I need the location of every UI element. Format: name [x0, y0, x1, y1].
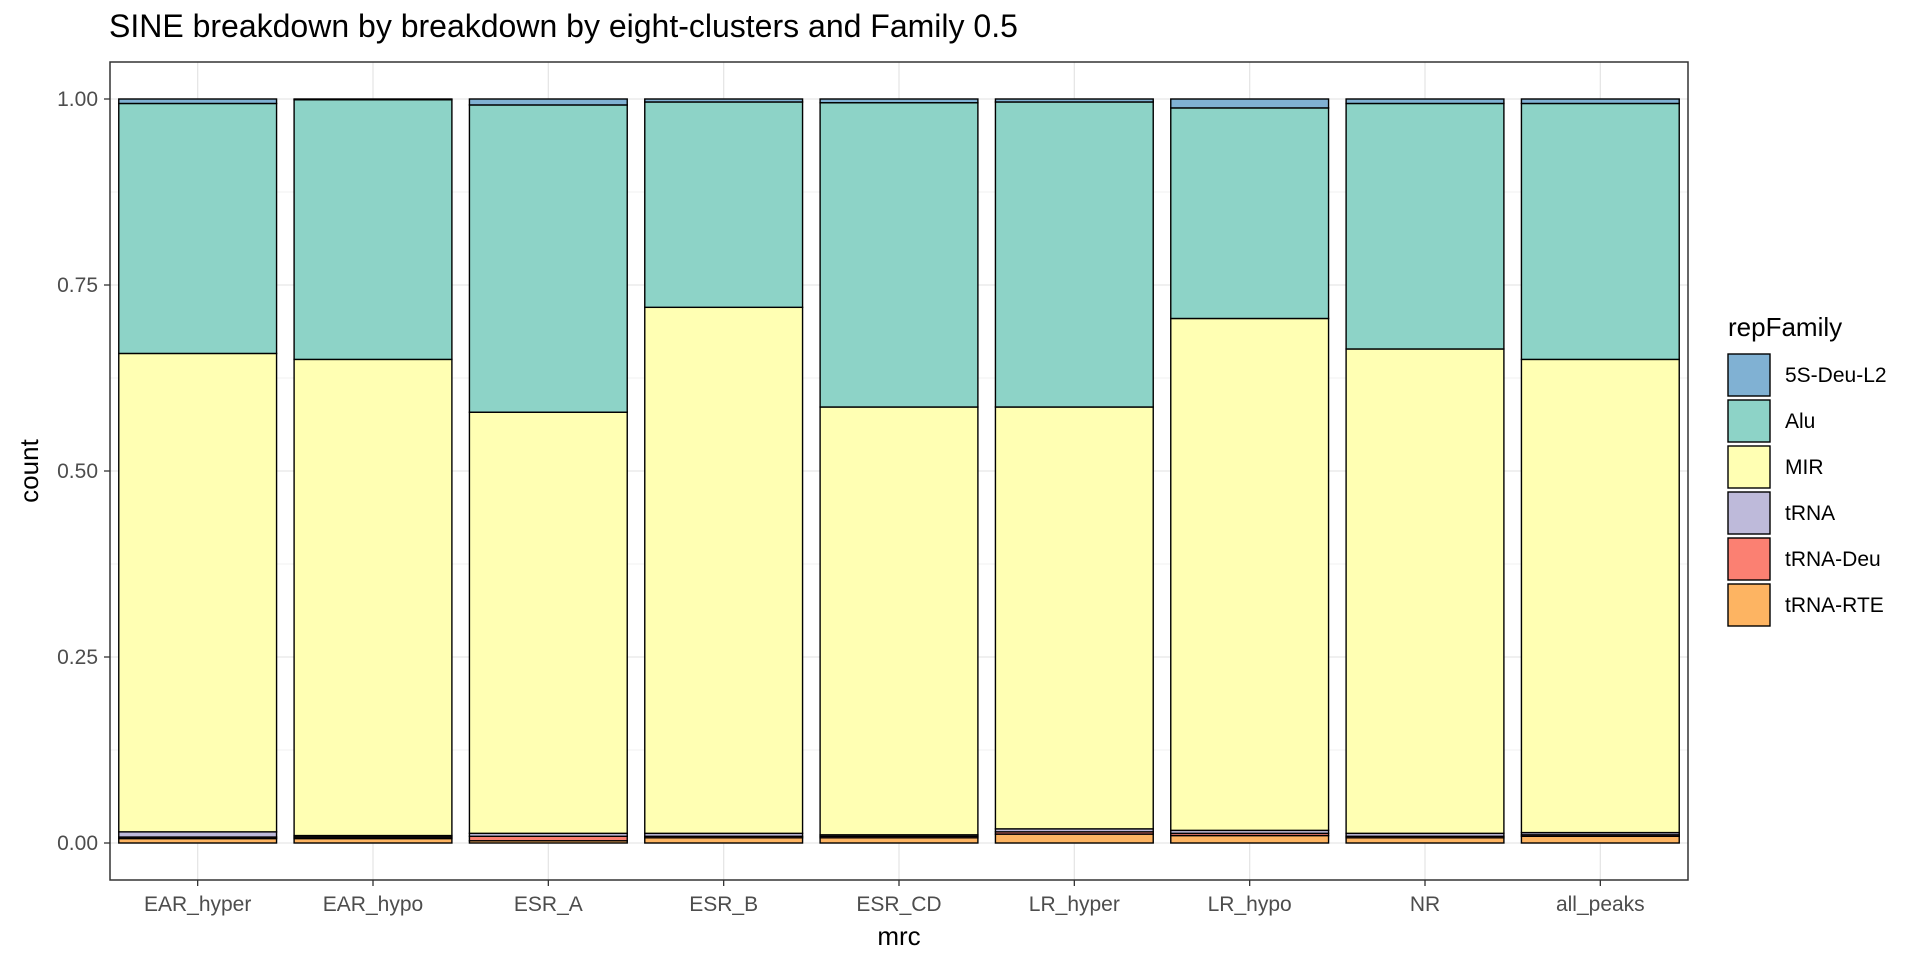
x-tick-label: LR_hyper — [1029, 893, 1120, 916]
y-tick-label: 0.50 — [57, 460, 98, 483]
bar-segment-mir — [293, 358, 453, 837]
legend-label: tRNA-RTE — [1785, 594, 1884, 617]
bar-segment-5s-deu-l2 — [118, 98, 278, 105]
bar-segment-mir — [468, 411, 628, 835]
legend-key — [1727, 491, 1771, 535]
legend-key — [1727, 583, 1771, 627]
y-tick-label: 1.00 — [57, 88, 98, 111]
axis-layer: 0.00 0.25 0.50 0.75 1.00 EAR_hyper EAR_hypo ESR… — [57, 88, 1645, 916]
bar-segment-mir — [994, 406, 1154, 830]
x-tick-label: ESR_A — [514, 893, 583, 916]
bar-segment-trna-rte — [1170, 834, 1330, 844]
bar-segment-alu — [644, 101, 804, 309]
bar-segment-mir — [819, 406, 979, 836]
x-tick-label: all_peaks — [1556, 893, 1645, 916]
bar-segment-alu — [293, 99, 453, 361]
x-tick-label: NR — [1410, 893, 1440, 916]
bar-segment-trna — [118, 831, 278, 838]
bar-segment-5s-deu-l2 — [468, 98, 628, 106]
legend-key — [1727, 399, 1771, 443]
x-tick-label: ESR_CD — [856, 893, 941, 916]
legend-key — [1727, 353, 1771, 397]
bar-segment-alu — [118, 102, 278, 355]
y-axis-title: count — [14, 438, 44, 502]
bar-segment-5s-deu-l2 — [1345, 98, 1505, 105]
x-tick-label: ESR_B — [689, 893, 758, 916]
bar-segment-alu — [468, 104, 628, 413]
legend-label: tRNA — [1785, 502, 1835, 525]
bar-segment-mir — [1345, 348, 1505, 835]
bar-segment-trna-rte — [1520, 835, 1680, 844]
bar-segment-alu — [1345, 102, 1505, 350]
bar-segment-mir — [1520, 358, 1680, 834]
x-tick-label: EAR_hyper — [144, 893, 251, 916]
bar-segment-5s-deu-l2 — [644, 98, 804, 103]
legend: repFamily 5S-Deu-L2 Alu MIR tRNA tRNA-Deu tRN… — [1727, 312, 1887, 627]
legend-label: 5S-Deu-L2 — [1785, 364, 1887, 387]
bars-layer — [118, 98, 1680, 844]
y-tick-label: 0.25 — [57, 646, 98, 669]
legend-title: repFamily — [1728, 312, 1842, 342]
bar-segment-trna-rte — [644, 837, 804, 844]
bar-segment-alu — [1170, 107, 1330, 320]
legend-label: tRNA-Deu — [1785, 548, 1881, 571]
bar-segment-5s-deu-l2 — [994, 98, 1154, 103]
bar-segment-trna-rte — [819, 837, 979, 844]
x-tick-label: EAR_hypo — [323, 893, 423, 916]
bar-segment-trna-rte — [994, 833, 1154, 844]
bar-segment-mir — [118, 352, 278, 833]
x-axis-title: mrc — [877, 921, 920, 951]
bar-segment-5s-deu-l2 — [819, 98, 979, 104]
y-tick-label: 0.00 — [57, 832, 98, 855]
bar-segment-5s-deu-l2 — [293, 98, 453, 101]
x-tick-label: LR_hypo — [1208, 893, 1292, 916]
legend-key — [1727, 445, 1771, 489]
bar-segment-5s-deu-l2 — [1520, 98, 1680, 105]
legend-label: Alu — [1785, 410, 1815, 433]
bar-segment-alu — [1520, 102, 1680, 361]
legend-key — [1727, 537, 1771, 581]
bar-segment-mir — [644, 306, 804, 835]
legend-label: MIR — [1785, 456, 1824, 479]
bar-segment-trna-rte — [1345, 837, 1505, 844]
chart-title: SINE breakdown by breakdown by eight-clu… — [109, 8, 1018, 44]
y-tick-label: 0.75 — [57, 274, 98, 297]
bar-segment-alu — [819, 102, 979, 408]
bar-segment-mir — [1170, 317, 1330, 832]
bar-segment-5s-deu-l2 — [1170, 98, 1330, 109]
bar-segment-alu — [994, 101, 1154, 408]
